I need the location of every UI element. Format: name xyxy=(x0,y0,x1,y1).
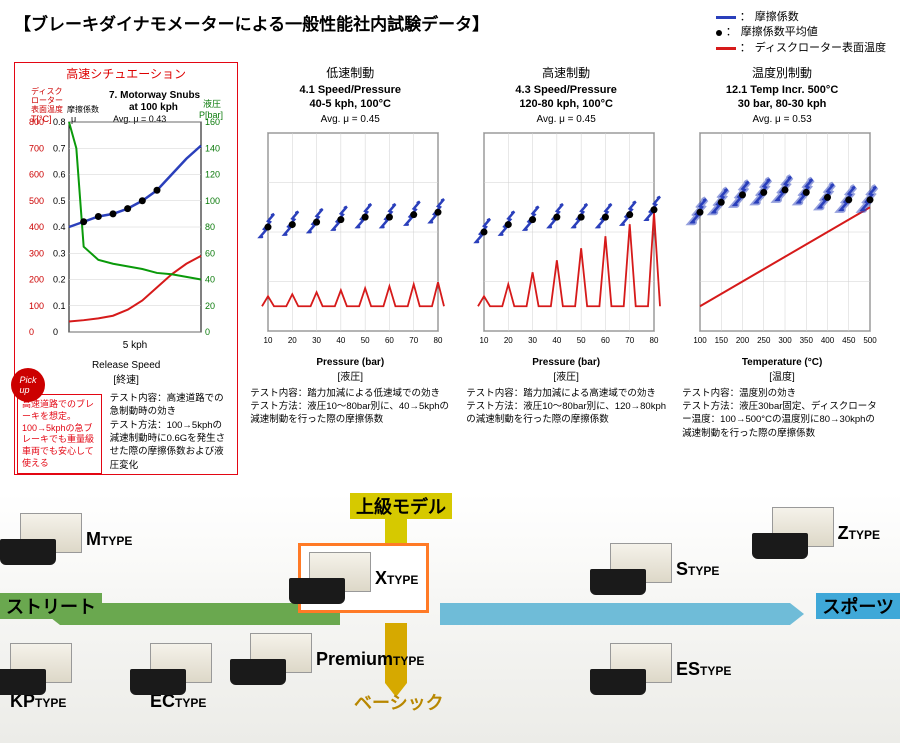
svg-text:0.3: 0.3 xyxy=(53,248,66,258)
svg-text:0.1: 0.1 xyxy=(53,301,66,311)
svg-text:250: 250 xyxy=(757,336,771,345)
prod-m: MTYPE xyxy=(20,513,132,565)
prod-s: STYPE xyxy=(610,543,719,595)
svg-text:20: 20 xyxy=(504,336,513,345)
page-title: 【ブレーキダイナモメーターによる一般性能社内試験データ】 xyxy=(14,10,489,35)
prod-z: ZTYPE xyxy=(772,507,880,559)
svg-text:10: 10 xyxy=(264,336,273,345)
svg-text:150: 150 xyxy=(715,336,729,345)
svg-text:0.5: 0.5 xyxy=(53,196,66,206)
svg-text:60: 60 xyxy=(205,248,215,258)
svg-text:50: 50 xyxy=(361,336,370,345)
chart-4: 温度別制動 12.1 Temp Incr. 500°C30 bar, 80-30… xyxy=(678,62,886,475)
chart4-caption: テスト内容：温度別の効きテスト方法：液圧30bar固定、ディスクローター温度：1… xyxy=(678,387,886,440)
legend: ：摩擦係数 ：摩擦係数平均値 ：ディスクローター表面温度 xyxy=(716,10,886,56)
banner-bottom: ベーシック xyxy=(348,689,450,715)
prod-ec xyxy=(150,643,212,695)
chart4-plot: 100 150 200 250 300 350 400 450 500 xyxy=(682,127,882,357)
svg-text:400: 400 xyxy=(29,222,44,232)
svg-text:700: 700 xyxy=(29,143,44,153)
svg-text:30: 30 xyxy=(528,336,537,345)
svg-text:400: 400 xyxy=(821,336,835,345)
svg-text:10: 10 xyxy=(480,336,489,345)
svg-text:80: 80 xyxy=(434,336,443,345)
chart-2: 低速制動 4.1 Speed/Pressure40-5 kph, 100°C A… xyxy=(246,62,454,475)
prod-kp xyxy=(10,643,72,695)
label-sports: スポーツ xyxy=(816,593,900,619)
svg-text:800: 800 xyxy=(29,117,44,127)
svg-text:ローター: ローター xyxy=(31,96,63,105)
chart1-plot: ディスクローター表面温度T[°C]摩擦係数μ7. Motorway Snubsa… xyxy=(21,82,231,362)
svg-text:0.6: 0.6 xyxy=(53,170,66,180)
svg-text:500: 500 xyxy=(863,336,877,345)
chart3-plot: 10 20 30 40 50 60 70 80 xyxy=(466,127,666,357)
svg-text:摩擦係数: 摩擦係数 xyxy=(67,104,99,114)
svg-text:100: 100 xyxy=(29,301,44,311)
svg-text:表面温度: 表面温度 xyxy=(31,104,63,114)
svg-text:20: 20 xyxy=(288,336,297,345)
chart1-redbox: 高速道路でのブレーキを想定。100→5kphの急ブレーキでも重量級車両でも安心し… xyxy=(17,394,102,474)
svg-text:50: 50 xyxy=(577,336,586,345)
svg-text:0: 0 xyxy=(205,327,210,337)
chart2-plot: 10 20 30 40 50 60 70 80 xyxy=(250,127,450,357)
svg-text:0: 0 xyxy=(29,327,34,337)
svg-text:60: 60 xyxy=(385,336,394,345)
prod-premium: PremiumTYPE xyxy=(250,633,424,685)
chart1-caption: テスト内容：高速道路での急制動時の効きテスト方法：100→5kphの減速制動時に… xyxy=(106,392,236,474)
svg-text:0.4: 0.4 xyxy=(53,222,66,232)
svg-text:0: 0 xyxy=(53,327,58,337)
svg-text:100: 100 xyxy=(205,196,220,206)
svg-text:20: 20 xyxy=(205,301,215,311)
svg-text:300: 300 xyxy=(778,336,792,345)
svg-text:100: 100 xyxy=(693,336,707,345)
svg-text:500: 500 xyxy=(29,196,44,206)
svg-text:70: 70 xyxy=(410,336,419,345)
chart-1: 高速シチュエーション ディスクローター表面温度T[°C]摩擦係数μ7. Moto… xyxy=(14,62,238,475)
svg-text:7. Motorway Snubs: 7. Motorway Snubs xyxy=(109,90,201,101)
svg-text:450: 450 xyxy=(842,336,856,345)
svg-text:40: 40 xyxy=(337,336,346,345)
svg-text:液圧: 液圧 xyxy=(203,98,221,109)
svg-text:600: 600 xyxy=(29,170,44,180)
svg-text:80: 80 xyxy=(650,336,659,345)
svg-text:140: 140 xyxy=(205,143,220,153)
svg-text:80: 80 xyxy=(205,222,215,232)
chart3-caption: テスト内容：踏力加減による高速域での効きテスト方法：液圧10〜80bar別に、1… xyxy=(462,387,670,427)
svg-text:120: 120 xyxy=(205,170,220,180)
svg-text:160: 160 xyxy=(205,117,220,127)
chart-3: 高速制動 4.3 Speed/Pressure120-80 kph, 100°C… xyxy=(462,62,670,475)
svg-text:70: 70 xyxy=(625,336,634,345)
chart2-caption: テスト内容：踏力加減による低速域での効きテスト方法：液圧10〜80bar別に、4… xyxy=(246,387,454,427)
svg-text:5 kph: 5 kph xyxy=(123,340,147,351)
svg-text:0.7: 0.7 xyxy=(53,143,66,153)
chart1-title: 高速シチュエーション xyxy=(66,65,186,82)
svg-text:ディスク: ディスク xyxy=(31,86,62,96)
svg-text:350: 350 xyxy=(800,336,814,345)
svg-text:0.2: 0.2 xyxy=(53,275,66,285)
banner-top: 上級モデル xyxy=(350,493,452,519)
arrow-right xyxy=(440,603,790,625)
prod-x: XTYPE xyxy=(298,543,429,613)
svg-text:40: 40 xyxy=(553,336,562,345)
svg-text:0.8: 0.8 xyxy=(53,117,66,127)
svg-text:30: 30 xyxy=(312,336,321,345)
svg-text:200: 200 xyxy=(29,275,44,285)
svg-text:300: 300 xyxy=(29,248,44,258)
svg-text:at 100 kph: at 100 kph xyxy=(129,102,178,113)
svg-text:60: 60 xyxy=(601,336,610,345)
product-map: 上級モデル ベーシック ストリート スポーツ MTYPE ZTYPE STYPE… xyxy=(0,493,900,743)
svg-text:40: 40 xyxy=(205,275,215,285)
prod-es: ESTYPE xyxy=(610,643,731,695)
svg-text:200: 200 xyxy=(736,336,750,345)
label-street: ストリート xyxy=(0,593,102,619)
